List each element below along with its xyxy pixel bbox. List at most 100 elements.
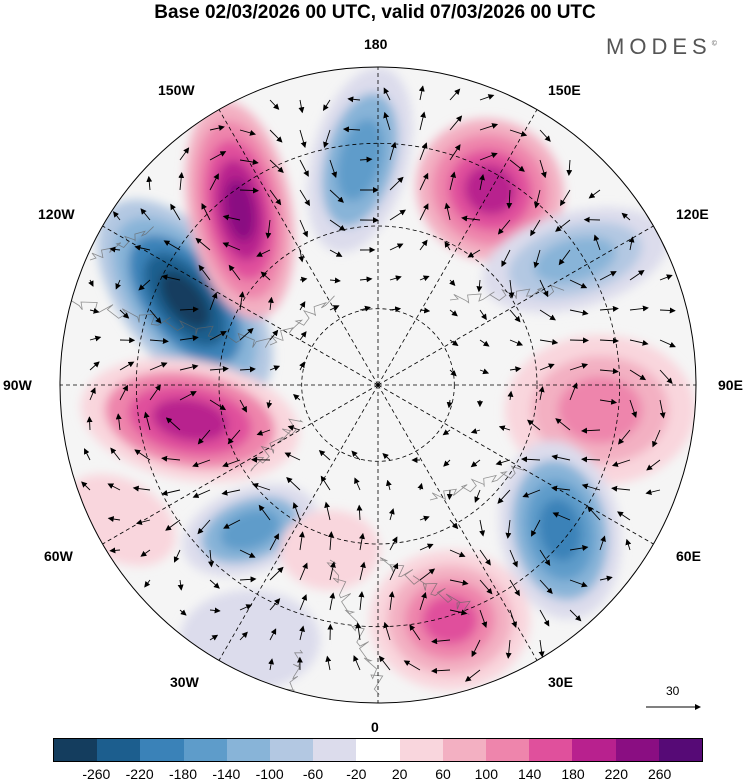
colorbar-segment — [313, 739, 357, 761]
wind-vector — [161, 489, 181, 496]
colorbar-tick-label: 180 — [561, 766, 585, 782]
wind-vector — [209, 125, 225, 131]
wind-vector — [479, 152, 498, 161]
wind-vector — [256, 249, 271, 257]
wind-vector — [383, 87, 391, 101]
wind-vector — [498, 425, 511, 432]
wind-vector — [611, 485, 631, 492]
wind-vectors — [81, 85, 676, 682]
wind-vector — [110, 447, 121, 461]
wind-vector — [269, 129, 283, 143]
wind-vector — [446, 489, 453, 500]
wind-vector — [444, 241, 451, 251]
wind-vector — [325, 655, 332, 671]
wind-vector — [209, 173, 219, 191]
wind-vector — [179, 391, 197, 401]
wind-vector — [356, 504, 363, 521]
wind-vector — [449, 519, 459, 530]
wind-vector — [173, 549, 181, 563]
colorbar-tick-label: -20 — [346, 766, 367, 782]
wind-vector — [149, 338, 169, 345]
wind-vector — [267, 296, 274, 311]
wind-vector — [165, 417, 181, 431]
wind-vector — [119, 384, 128, 401]
coastline-segment — [449, 284, 565, 304]
wind-vector — [629, 369, 647, 381]
wind-vector — [419, 515, 430, 522]
wind-vector — [134, 449, 151, 461]
wind-vector — [197, 429, 211, 445]
colorbar-segment — [54, 739, 98, 761]
wind-vector — [299, 562, 308, 581]
lon-label-150e: 150E — [548, 82, 581, 98]
wind-vector — [389, 275, 402, 282]
wind-vector — [621, 212, 631, 221]
wind-vector — [329, 249, 343, 257]
wind-vector — [292, 502, 301, 521]
wind-vector — [530, 219, 541, 237]
wind-vector — [179, 306, 199, 313]
wind-vector — [107, 483, 121, 491]
wind-vector — [449, 171, 457, 191]
wind-vector — [329, 277, 341, 284]
colorbar-tick-label: -180 — [168, 766, 198, 782]
wind-vector — [611, 459, 631, 467]
wind-vector — [389, 176, 404, 191]
wind-vector — [593, 234, 601, 251]
wind-vector — [449, 144, 461, 161]
wind-vector — [501, 249, 511, 267]
wind-vector — [329, 189, 344, 203]
wind-vector — [446, 399, 453, 409]
anomaly-contour — [220, 509, 280, 551]
wind-vector — [566, 159, 573, 176]
wind-vector — [479, 123, 499, 131]
wind-vector — [227, 429, 241, 445]
wind-vector — [112, 211, 121, 221]
colorbar-segment — [183, 739, 227, 761]
colorbar-tick-label: 60 — [435, 766, 451, 782]
wind-vector — [149, 362, 168, 371]
wind-vector — [522, 489, 541, 498]
wind-vector — [581, 427, 601, 434]
wind-vector — [163, 240, 181, 251]
wind-vector — [505, 519, 512, 539]
wind-vector — [208, 549, 215, 568]
wind-vector — [299, 276, 308, 283]
anomaly-contour — [159, 271, 211, 329]
wind-vector — [119, 361, 135, 371]
wind-vector — [599, 535, 606, 551]
wind-vector — [539, 339, 559, 345]
lon-label-150w: 150W — [158, 82, 195, 98]
wind-vector — [539, 579, 553, 595]
wind-vector — [419, 142, 428, 161]
wind-vector — [539, 609, 550, 627]
wind-vector — [539, 363, 555, 371]
wind-vector — [329, 159, 338, 179]
wind-vector — [228, 264, 241, 281]
wind-vector — [322, 99, 331, 111]
wind-vector — [506, 189, 513, 209]
wind-vector — [419, 172, 429, 191]
wind-vector — [269, 365, 281, 371]
wind-vector — [256, 429, 271, 436]
wind-vector — [599, 368, 619, 375]
lon-label-120e: 120E — [676, 206, 709, 222]
wind-vector — [359, 156, 373, 163]
wind-vector — [329, 561, 336, 581]
wind-vector — [209, 607, 221, 614]
latitude-circle — [301, 308, 455, 462]
wind-vector — [209, 151, 227, 161]
wind-vector — [539, 129, 551, 142]
wind-vector — [431, 667, 451, 674]
map-title: Base 02/03/2026 00 UTC, valid 07/03/2026… — [154, 2, 596, 23]
wind-vector — [198, 264, 211, 281]
wind-vector — [629, 305, 649, 312]
wind-vector — [109, 246, 121, 253]
wind-vector — [599, 337, 619, 344]
wind-vector — [382, 453, 391, 461]
wind-vector — [599, 305, 619, 312]
wind-vector — [581, 483, 601, 491]
lon-label-90w: 90W — [3, 377, 32, 393]
lat-lon-grid — [60, 67, 696, 703]
